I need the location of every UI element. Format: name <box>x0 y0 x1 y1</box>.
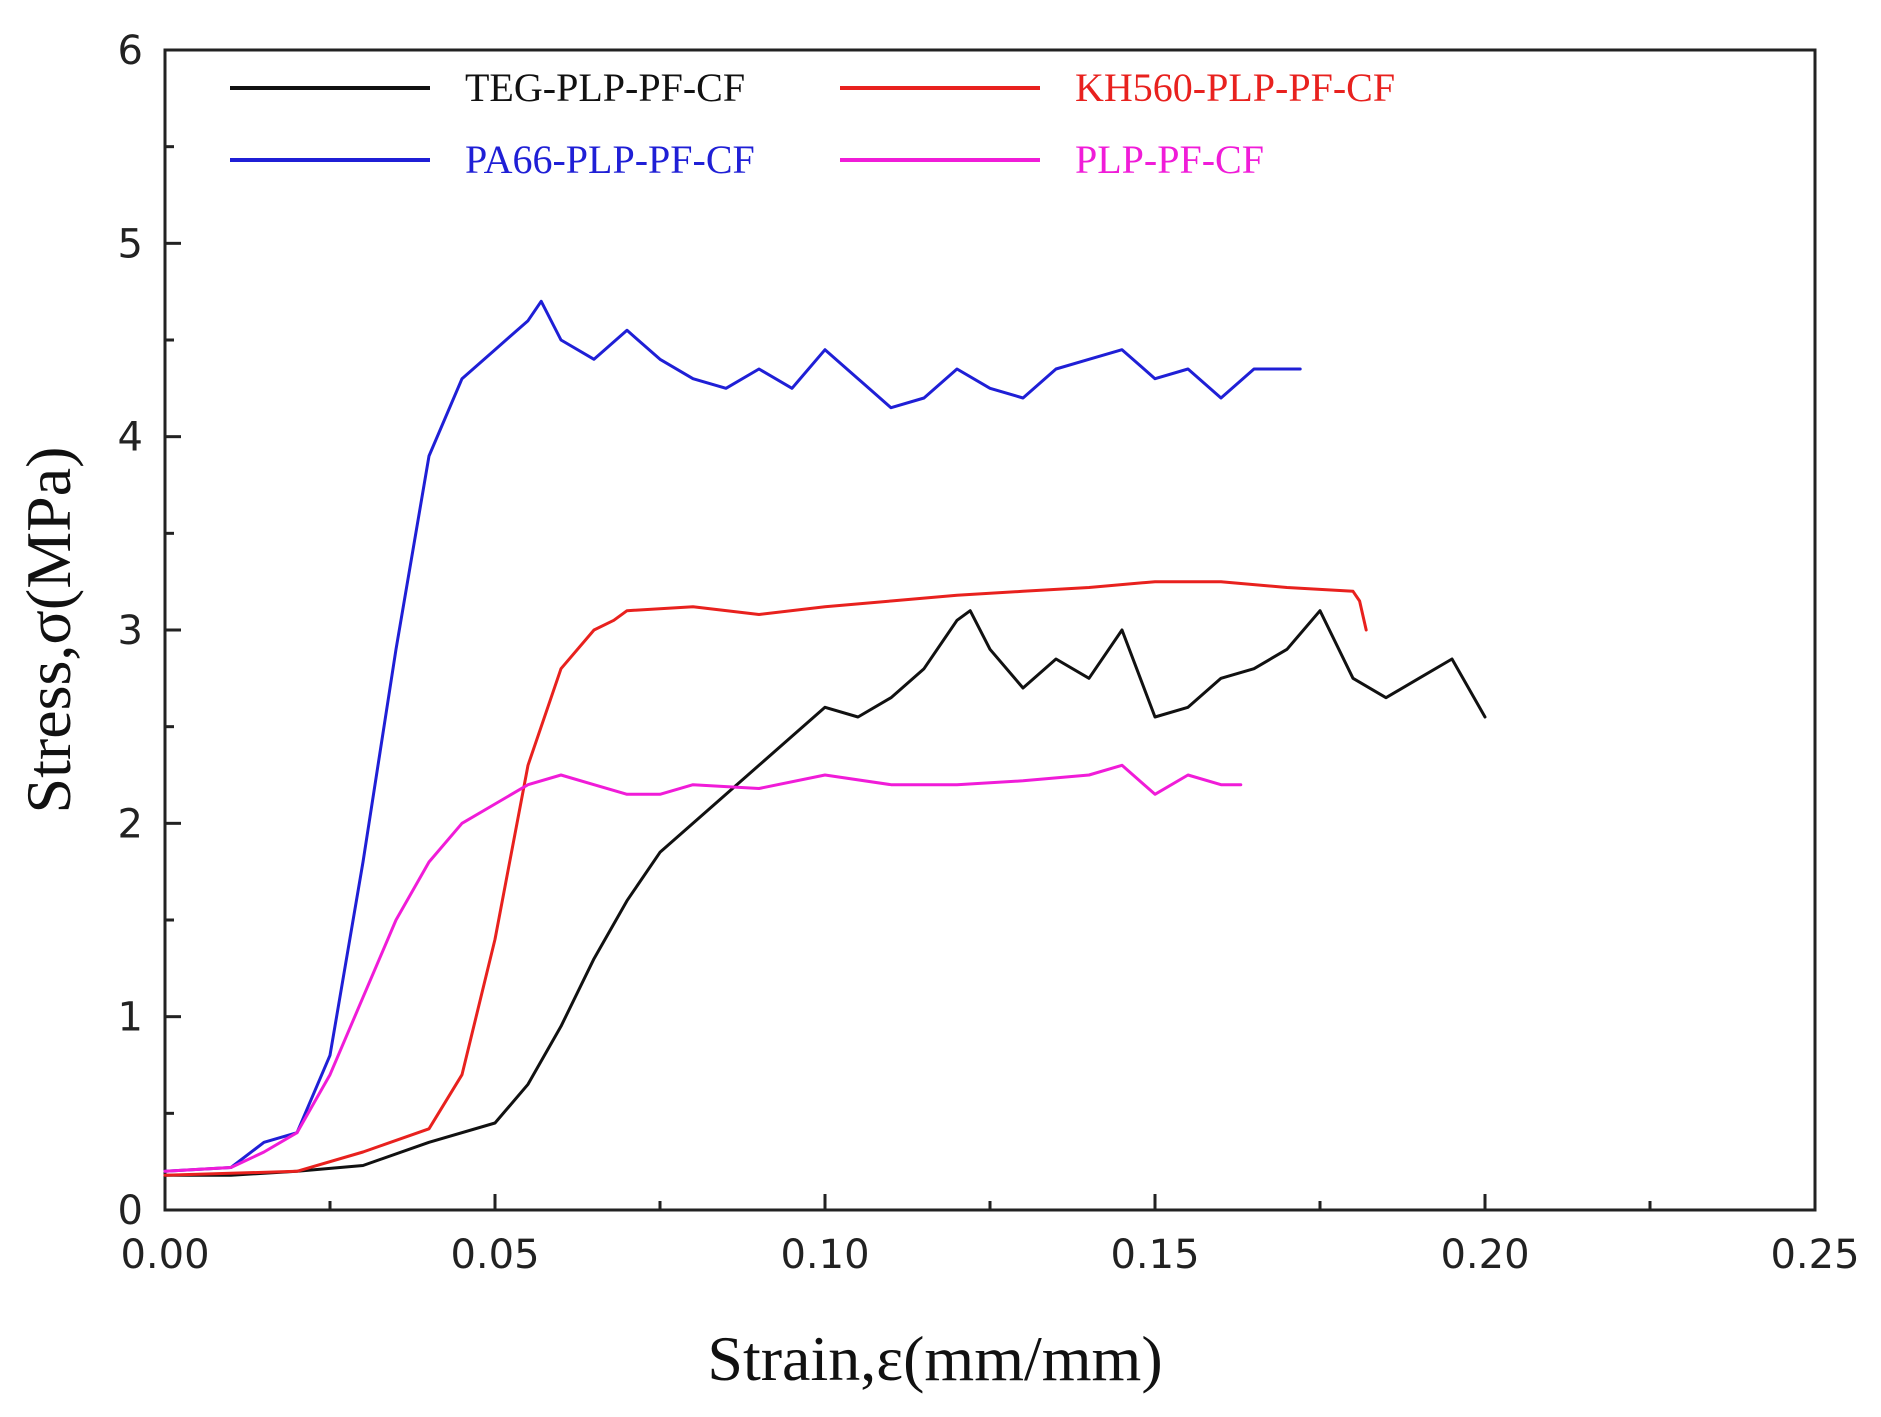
series-line-pa66-plp-pf-cf <box>163 299 1302 1173</box>
plot-frame <box>163 48 1817 1212</box>
series-line-kh560-plp-pf-cf <box>163 580 1368 1177</box>
y-axis-label: Stress,σ(MPa) <box>13 447 84 814</box>
y-tick-label: 0 <box>118 1188 143 1234</box>
legend-label-kh560-plp-pf-cf: KH560-PLP-PF-CF <box>1075 65 1395 110</box>
series-line-teg-plp-pf-cf <box>163 609 1487 1177</box>
x-tick-label: 0.20 <box>1440 1232 1529 1278</box>
y-tick-label: 3 <box>118 608 143 654</box>
legend-label-plp-pf-cf: PLP-PF-CF <box>1075 137 1264 182</box>
x-tick-label: 0.00 <box>120 1232 209 1278</box>
x-axis-label: Strain,ε(mm/mm) <box>707 1323 1162 1394</box>
series-line-plp-pf-cf <box>163 763 1243 1173</box>
y-tick-label: 2 <box>118 801 143 847</box>
x-tick-label: 0.25 <box>1770 1232 1859 1278</box>
y-tick-label: 4 <box>118 415 143 461</box>
y-tick-label: 5 <box>118 221 143 267</box>
legend-label-teg-plp-pf-cf: TEG-PLP-PF-CF <box>465 65 745 110</box>
y-tick-label: 6 <box>118 28 143 74</box>
y-tick-label: 1 <box>118 995 143 1041</box>
x-tick-label: 0.05 <box>450 1232 539 1278</box>
x-tick-label: 0.15 <box>1110 1232 1199 1278</box>
legend-label-pa66-plp-pf-cf: PA66-PLP-PF-CF <box>465 137 755 182</box>
x-tick-label: 0.10 <box>780 1232 869 1278</box>
